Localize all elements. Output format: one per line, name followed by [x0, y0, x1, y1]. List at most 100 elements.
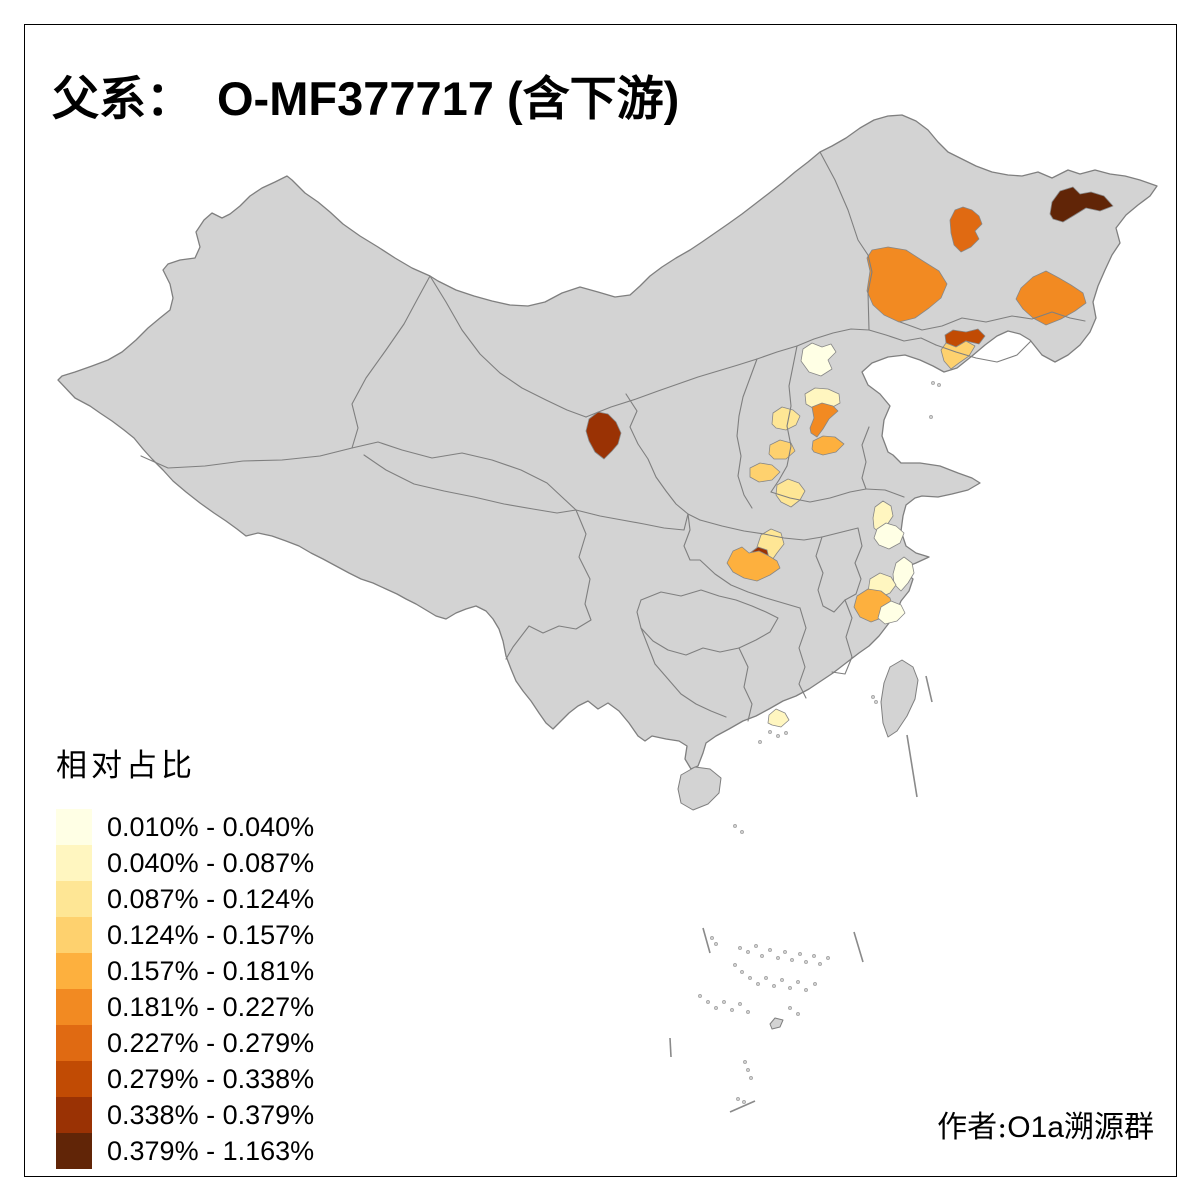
province-border-19	[854, 527, 863, 595]
island-speck-49	[749, 1076, 753, 1080]
legend-row-2: 0.040% - 0.087%	[56, 845, 314, 881]
island-speck-36	[698, 994, 702, 998]
legend-label-2: 0.040% - 0.087%	[107, 847, 315, 878]
province-border-22	[575, 509, 689, 531]
title-zh-prefix: 父系：	[52, 72, 193, 127]
legend-row-4: 0.124% - 0.157%	[56, 917, 314, 953]
page-title: 父系： O-MF377717 (含下游)	[52, 60, 679, 129]
province-border-17	[861, 426, 870, 490]
hainan-island	[677, 766, 722, 811]
legend-label-10: 0.379% - 1.163%	[107, 1135, 315, 1166]
province-border-1	[351, 275, 431, 449]
island-chain-dash-2	[906, 734, 918, 798]
legend-row-3: 0.087% - 0.124%	[56, 881, 314, 917]
island-speck-25	[733, 963, 737, 967]
province-border-18	[699, 519, 859, 541]
scs-sliver-island	[769, 1017, 784, 1030]
legend-label-1: 0.010% - 0.040%	[107, 811, 315, 842]
island-speck-17	[776, 956, 780, 960]
island-speck-51	[742, 1100, 746, 1104]
island-speck-15	[760, 954, 764, 958]
attribution-zh-prefix: 作者:	[937, 1110, 1008, 1145]
legend-label-8: 0.279% - 0.338%	[107, 1063, 315, 1094]
legend-label-4: 0.124% - 0.157%	[107, 919, 315, 950]
island-speck-20	[798, 952, 802, 956]
highlight-region-shijiazhuang	[811, 435, 845, 456]
highlight-region-beijing-area	[800, 342, 837, 377]
island-speck-42	[746, 1010, 750, 1014]
island-speck-26	[740, 970, 744, 974]
legend-row-10: 0.379% - 1.163%	[56, 1133, 314, 1169]
title-paren-open: (	[493, 72, 523, 125]
island-speck-21	[804, 960, 808, 964]
island-speck-24	[826, 956, 830, 960]
island-speck-10	[733, 824, 737, 828]
island-speck-47	[743, 1060, 747, 1064]
island-speck-29	[764, 976, 768, 980]
island-speck-8	[784, 731, 788, 735]
highlight-region-zhejiang-coastal	[892, 556, 915, 592]
highlight-region-pearl-delta	[767, 708, 790, 728]
island-speck-37	[706, 1000, 710, 1004]
island-speck-12	[738, 946, 742, 950]
highlight-region-taiyuan	[768, 439, 796, 460]
island-speck-13	[746, 950, 750, 954]
island-speck-2	[937, 383, 941, 387]
province-border-25	[738, 647, 753, 722]
legend-swatch-9	[56, 1097, 92, 1133]
island-speck-7	[776, 734, 780, 738]
island-speck-22	[812, 954, 816, 958]
island-speck-35	[813, 982, 817, 986]
province-border-16	[865, 488, 905, 498]
legend-label-3: 0.087% - 0.124%	[107, 883, 315, 914]
legend-row-9: 0.338% - 0.379%	[56, 1097, 314, 1133]
province-border-7	[585, 328, 870, 418]
attribution-latin: O1a	[1007, 1111, 1064, 1144]
island-speck-3	[929, 415, 933, 419]
highlight-region-heilongjiang-east	[1049, 186, 1114, 223]
island-speck-11	[740, 830, 744, 834]
island-speck-18	[783, 950, 787, 954]
province-border-2	[140, 447, 353, 469]
province-border-27	[831, 599, 853, 675]
legend-swatch-4	[56, 917, 92, 953]
attribution-zh-suffix: 溯源群	[1064, 1110, 1154, 1145]
highlight-region-jiangsu-central	[873, 522, 905, 550]
island-speck-45	[710, 936, 714, 940]
legend-row-6: 0.181% - 0.227%	[56, 989, 314, 1025]
legend-swatch-2	[56, 845, 92, 881]
province-border-9	[935, 340, 1032, 363]
figure-frame	[24, 24, 1177, 1177]
province-border-3	[351, 441, 577, 511]
island-speck-48	[746, 1068, 750, 1072]
legend: 相对占比 0.010% - 0.040% 0.040% - 0.087% 0.087…	[56, 740, 314, 1169]
province-border-29	[844, 593, 857, 601]
highlight-region-jinhua	[877, 600, 906, 625]
island-speck-4	[871, 695, 875, 699]
island-speck-9	[758, 740, 762, 744]
legend-label-5: 0.157% - 0.181%	[107, 955, 315, 986]
island-speck-32	[788, 986, 792, 990]
legend-swatch-1	[56, 809, 92, 845]
legend-rows: 0.010% - 0.040% 0.040% - 0.087% 0.087% - 0…	[56, 809, 314, 1169]
legend-row-7: 0.227% - 0.279%	[56, 1025, 314, 1061]
province-border-11	[899, 311, 1086, 331]
island-speck-14	[754, 944, 758, 948]
province-border-14	[625, 393, 701, 521]
island-speck-5	[874, 700, 878, 704]
island-speck-39	[722, 1000, 726, 1004]
legend-row-1: 0.010% - 0.040%	[56, 809, 314, 845]
island-speck-31	[780, 978, 784, 982]
island-speck-44	[796, 1012, 800, 1016]
island-speck-38	[714, 1006, 718, 1010]
island-chain-dash-1	[925, 675, 933, 703]
legend-label-6: 0.181% - 0.227%	[107, 991, 315, 1022]
legend-swatch-8	[56, 1061, 92, 1097]
province-border-26	[798, 607, 807, 699]
island-speck-28	[756, 982, 760, 986]
island-speck-43	[788, 1006, 792, 1010]
island-speck-6	[768, 730, 772, 734]
legend-swatch-6	[56, 989, 92, 1025]
highlight-region-baoding	[809, 402, 839, 438]
